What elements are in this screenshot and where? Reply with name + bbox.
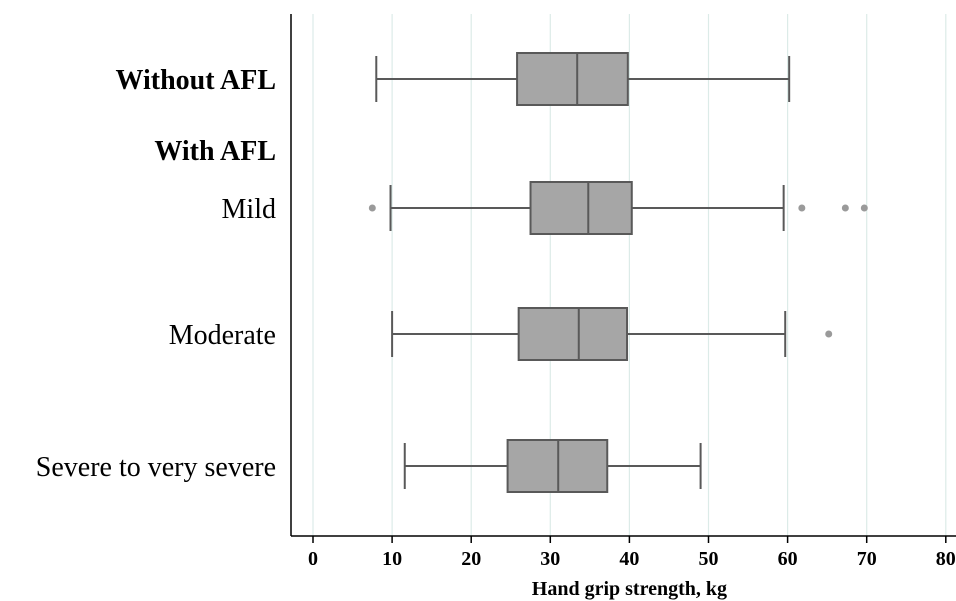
outlier-point xyxy=(798,204,806,212)
x-tick-label: 50 xyxy=(699,548,719,570)
iqr-box xyxy=(516,52,629,106)
outlier-point xyxy=(860,204,868,212)
category-label: Moderate xyxy=(169,320,276,351)
x-tick-label: 20 xyxy=(461,548,481,570)
category-label: With AFL xyxy=(154,136,276,167)
category-labels: Without AFL With AFL Mild Moderate Severe to… xyxy=(36,65,276,483)
x-tick-label: 80 xyxy=(936,548,956,570)
category-label: Mild xyxy=(222,194,276,225)
category-label: Without AFL xyxy=(115,65,276,96)
x-tick-label: 10 xyxy=(382,548,402,570)
iqr-box xyxy=(517,307,629,361)
outlier-point xyxy=(841,204,849,212)
box-group xyxy=(375,52,791,106)
category-label: Severe to very severe xyxy=(36,452,276,483)
x-axis-title: Hand grip strength, kg xyxy=(532,578,727,600)
x-tick-label: 40 xyxy=(619,548,639,570)
x-tick-label: 70 xyxy=(857,548,877,570)
x-tick-label: 30 xyxy=(540,548,560,570)
box-group xyxy=(391,307,833,361)
gridlines xyxy=(312,14,947,536)
box-group xyxy=(368,181,868,235)
x-ticks: 0 10 20 30 40 50 60 70 80 xyxy=(308,536,956,570)
box-series xyxy=(368,52,868,493)
box-group xyxy=(403,439,702,493)
iqr-box xyxy=(529,181,633,235)
x-tick-label: 0 xyxy=(308,548,318,570)
outlier-point xyxy=(825,330,833,338)
x-axis xyxy=(290,14,956,537)
outlier-point xyxy=(368,204,376,212)
x-tick-label: 60 xyxy=(778,548,798,570)
